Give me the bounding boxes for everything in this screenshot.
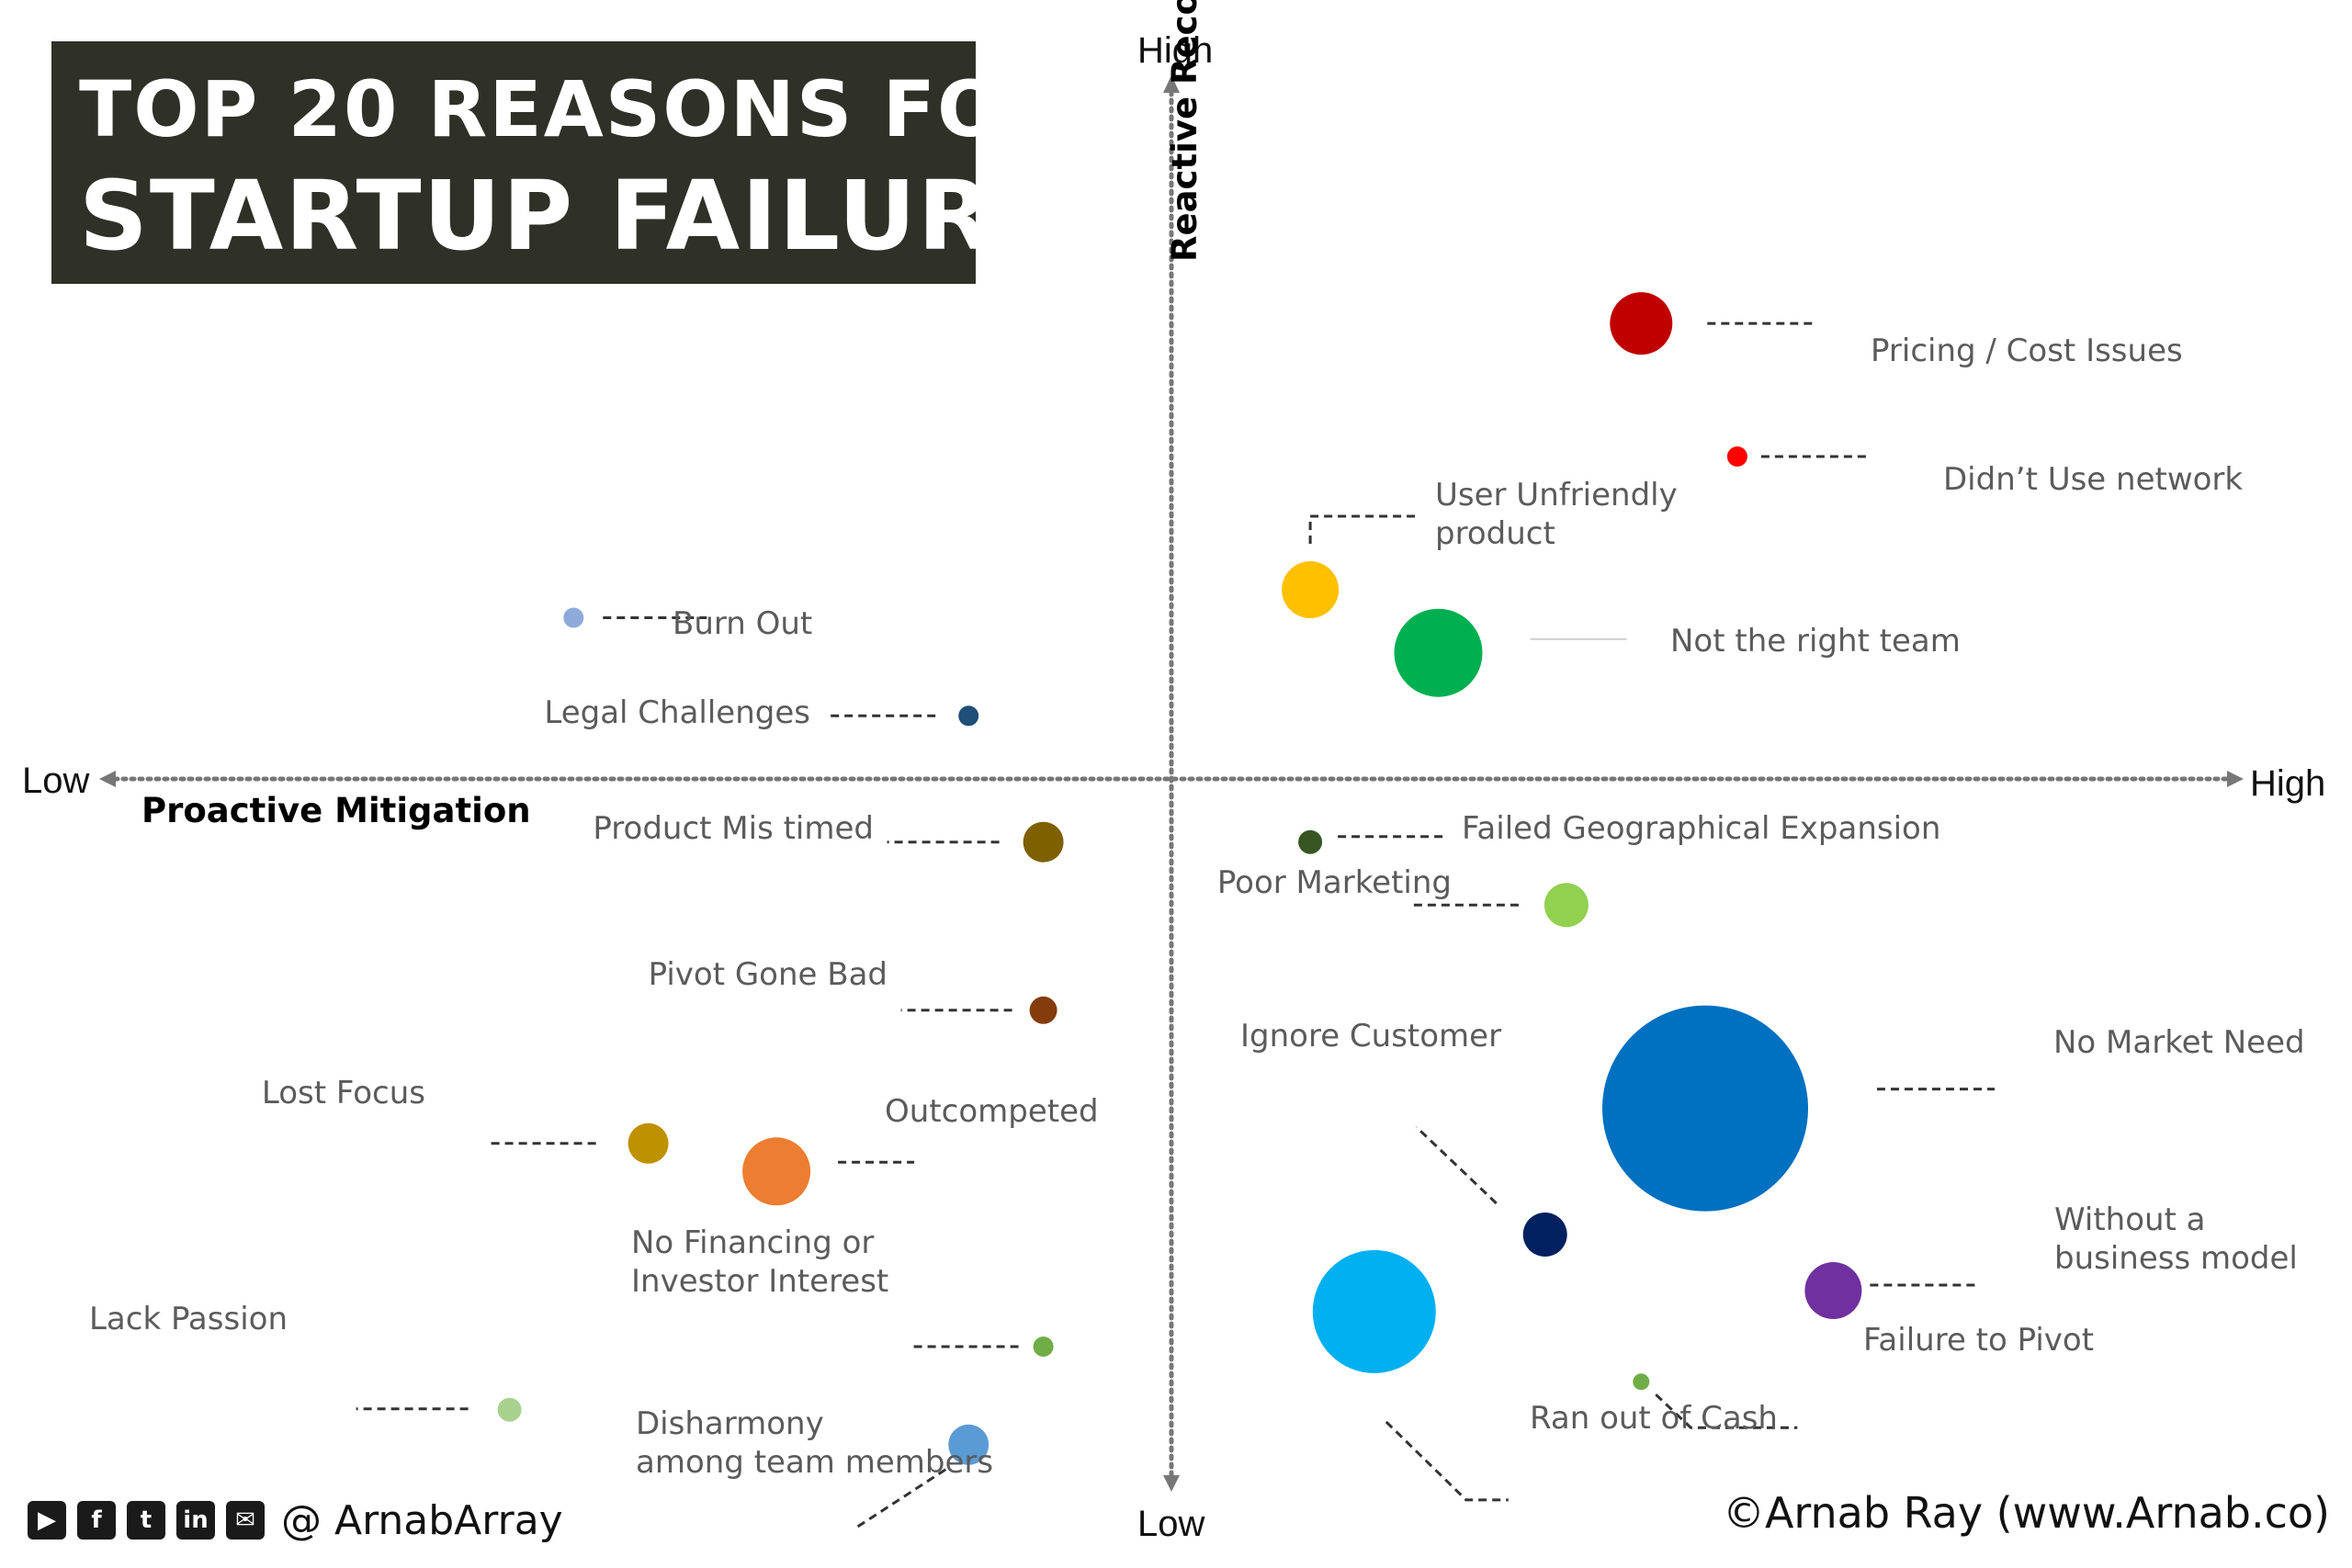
bubble-10 — [1522, 1213, 1567, 1257]
mail-icon: ✉ — [226, 1501, 265, 1540]
title-line-1: TOP 20 REASONS FOR — [79, 64, 1067, 154]
bubble-label-6: Legal Challenges — [544, 694, 810, 731]
bubble-label-13: Ran out of Cash — [1530, 1400, 1778, 1437]
bubble-8 — [1544, 883, 1589, 928]
title-line-2: STARTUP FAILURE — [79, 160, 1060, 272]
bubble-label-12: Failure to Pivot — [1863, 1322, 2094, 1359]
callout-line-3 — [1308, 514, 1419, 544]
bubble-label-14: Product Mis timed — [593, 810, 874, 847]
axes — [99, 75, 2244, 1492]
bubble-12 — [1633, 1373, 1650, 1391]
title-banner: TOP 20 REASONS FOR STARTUP FAILURE — [51, 41, 1067, 284]
youtube-icon: ▶ — [28, 1501, 66, 1540]
bubble-label-4: Not the right team — [1670, 623, 1961, 660]
bubble-13 — [1312, 1249, 1436, 1373]
bubble-label-18: No Financing or Investor Interest — [631, 1224, 888, 1300]
social-handle: @ ArnabArray — [281, 1496, 563, 1544]
x-axis-title: Proactive Mitigation — [141, 791, 531, 830]
bubbles — [497, 292, 1862, 1465]
y-axis-arrow-up — [1163, 75, 1180, 93]
bubble-11 — [1804, 1262, 1862, 1319]
bubble-17 — [742, 1137, 811, 1206]
bubble-7 — [1298, 829, 1323, 854]
x-axis-arrow-left — [99, 771, 116, 787]
callout-line-10 — [1415, 1125, 1498, 1205]
bubble-label-10: Ignore Customer — [1240, 1018, 1501, 1055]
bubble-label-1: Pricing / Cost Issues — [1871, 333, 2183, 369]
bubble-label-8: Poor Marketing — [1217, 864, 1452, 901]
bubble-label-9: No Market Need — [2053, 1024, 2305, 1061]
bubble-label-7: Failed Geographical Expansion — [1462, 810, 1940, 847]
bubble-4 — [1394, 608, 1483, 697]
bubble-5 — [563, 607, 584, 628]
x-axis-low-label: Low — [22, 761, 90, 801]
x-axis-high-label: High — [2250, 763, 2326, 804]
callout-line-20 — [853, 1468, 947, 1531]
bubble-9 — [1602, 1005, 1808, 1212]
y-axis-title: Reactive Recovery — [1165, 0, 1204, 262]
bubble-label-16: Lost Focus — [262, 1075, 425, 1111]
y-axis-high-label: High — [1137, 30, 1214, 71]
callout-line-13 — [1385, 1420, 1509, 1502]
bubble-3 — [1282, 561, 1340, 618]
bubble-label-19: Lack Passion — [89, 1301, 288, 1337]
twitter-icon: t — [127, 1501, 165, 1540]
bubble-labels: Pricing / Cost Issues Didn’t Use network U… — [89, 333, 2305, 1481]
bubble-label-15: Pivot Gone Bad — [649, 956, 888, 993]
callout-line-12 — [1655, 1393, 1798, 1429]
linkedin-icon: in — [176, 1501, 215, 1540]
bubble-label-17: Outcompeted — [885, 1093, 1099, 1130]
bubble-2 — [1726, 446, 1747, 467]
bubble-15 — [1029, 996, 1057, 1024]
bubble-16 — [628, 1122, 669, 1164]
bubble-label-3: User Unfriendly product — [1435, 477, 1678, 552]
y-axis-low-label: Low — [1137, 1504, 1205, 1544]
bubble-14 — [1023, 821, 1064, 863]
bubble-label-20: Disharmony among team members — [636, 1405, 993, 1481]
social-footer: ▶ f t in ✉ @ ArnabArray — [28, 1488, 563, 1552]
bubble-18 — [1033, 1337, 1054, 1357]
bubble-label-5: Burn Out — [673, 605, 812, 642]
bubble-19 — [497, 1397, 522, 1422]
bubble-label-11: Without a business model — [2054, 1201, 2298, 1277]
x-axis-arrow-right — [2227, 771, 2244, 787]
y-axis-arrow-down — [1163, 1475, 1180, 1492]
callout-lines — [356, 321, 1995, 1531]
facebook-icon: f — [77, 1501, 116, 1540]
bubble-label-2: Didn’t Use network — [1943, 461, 2243, 498]
copyright-credit: ©Arnab Ray (www.Arnab.co) — [1722, 1488, 2330, 1538]
bubble-20 — [948, 1424, 989, 1465]
bubble-1 — [1610, 292, 1673, 355]
bubble-6 — [958, 705, 979, 727]
